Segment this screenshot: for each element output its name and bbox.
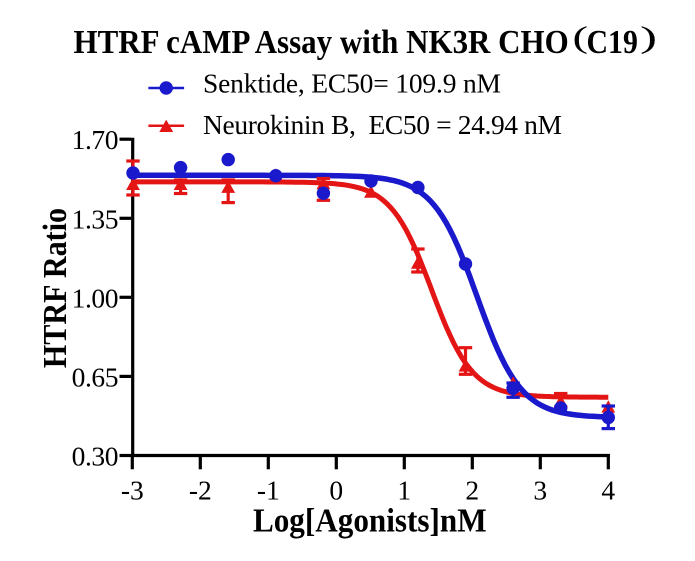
svg-text:Neurokinin B, EC50 = 24.94 nM: Neurokinin B, EC50 = 24.94 nM <box>203 109 562 140</box>
svg-text:1.70: 1.70 <box>72 124 119 155</box>
svg-text:0: 0 <box>329 475 343 506</box>
svg-text:2: 2 <box>465 475 479 506</box>
svg-text:4: 4 <box>601 475 615 506</box>
svg-text:-2: -2 <box>189 475 212 506</box>
svg-text:(: ( <box>573 19 589 54</box>
svg-text:0.30: 0.30 <box>72 441 119 472</box>
svg-text:-1: -1 <box>257 475 280 506</box>
svg-text:Senktide, EC50= 109.9 nM: Senktide, EC50= 109.9 nM <box>203 67 501 98</box>
svg-text:HTRF cAMP Assay with NK3R CHO: HTRF cAMP Assay with NK3R CHO <box>74 24 569 61</box>
svg-text:1.35: 1.35 <box>72 203 119 234</box>
svg-text:1.00: 1.00 <box>72 282 119 313</box>
svg-text:3: 3 <box>533 475 547 506</box>
svg-text:HTRF Ratio: HTRF Ratio <box>37 208 74 368</box>
svg-text:Log[Agonists]nM: Log[Agonists]nM <box>253 502 487 539</box>
svg-text:-3: -3 <box>121 475 144 506</box>
svg-text:C19: C19 <box>587 24 638 61</box>
svg-text:): ) <box>640 19 657 54</box>
svg-text:1: 1 <box>397 475 411 506</box>
svg-text:0.65: 0.65 <box>72 361 119 392</box>
